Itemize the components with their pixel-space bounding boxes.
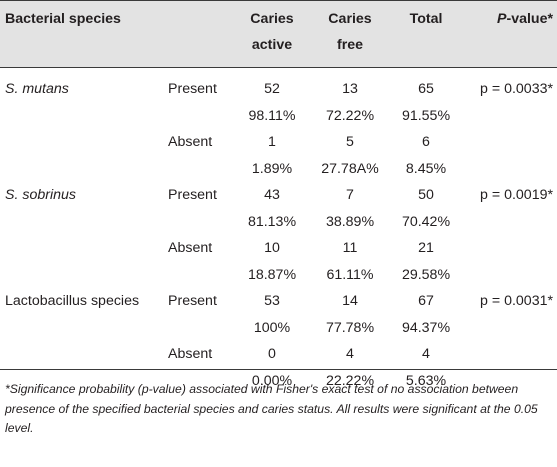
status-label: Absent (168, 240, 213, 256)
p-value-text: p = 0.0033 (480, 81, 548, 97)
status-label: Present (168, 293, 217, 309)
count-cell: 65 (418, 81, 434, 97)
header-caries-free-line1: Caries (328, 11, 372, 27)
percent-cell: 100% (253, 319, 291, 336)
count-cell: 7 (346, 187, 354, 203)
header-caries-active-line1: Caries (250, 11, 294, 27)
bottom-rule (0, 369, 557, 370)
count-cell: 5 (346, 134, 354, 150)
percent-cell: 72.22% (325, 107, 375, 124)
percent-cell: 91.55% (401, 107, 451, 124)
header-total: Total (409, 11, 443, 27)
count-cell: 4 (346, 346, 354, 362)
percent-cell: 94.37% (401, 319, 451, 336)
percent-cell: 1.89% (251, 160, 293, 177)
count-cell: 6 (422, 134, 430, 150)
percent-cell: 81.13% (247, 213, 297, 230)
header-caries-active-line2: active (251, 37, 293, 53)
p-value: p = 0.0019* (480, 187, 553, 204)
count-cell: 43 (264, 187, 280, 203)
percent-cell: 98.11% (248, 107, 296, 124)
count-cell: 50 (418, 187, 434, 203)
count-cell: 4 (422, 346, 430, 362)
p-value: p = 0.0031* (480, 293, 553, 310)
species-name: S. mutans (5, 81, 69, 97)
count-cell: 21 (418, 240, 434, 256)
header-rule (0, 67, 557, 68)
count-cell: 1 (268, 134, 276, 150)
top-rule (0, 0, 557, 1)
species-name: S. sobrinus (5, 187, 76, 203)
header-pvalue-suffix: -value* (506, 11, 553, 27)
percent-cell: 29.58% (401, 266, 451, 283)
status-label: Absent (168, 134, 213, 150)
percent-cell: 70.42% (401, 213, 451, 230)
header-pvalue-letter: P (497, 11, 507, 27)
count-cell: 13 (342, 81, 358, 97)
count-cell: 52 (264, 81, 280, 97)
header-caries-free-line2: free (336, 37, 364, 53)
percent-cell: 0.00% (251, 372, 293, 389)
percent-cell: 61.11% (326, 266, 374, 283)
percent-cell: 38.89% (325, 213, 375, 230)
count-cell: 0 (268, 346, 276, 362)
table-footnote: *Significance probability (p-value) asso… (5, 382, 538, 435)
p-value-mark: * (547, 187, 553, 203)
p-value-text: p = 0.0019 (480, 187, 548, 203)
count-cell: 10 (264, 240, 280, 256)
species-name: Lactobacillus species (5, 293, 140, 309)
p-value: p = 0.0033* (480, 81, 553, 98)
percent-cell: 27.78A% (321, 160, 379, 177)
percent-cell: 5.63% (405, 372, 447, 389)
table-header-band (0, 0, 557, 67)
header-pvalue: P-value* (497, 11, 553, 28)
p-value-mark: * (547, 81, 553, 97)
p-value-text: p = 0.0031 (480, 293, 548, 309)
count-cell: 14 (342, 293, 358, 309)
p-value-mark: * (547, 293, 553, 309)
percent-cell: 18.87% (247, 266, 297, 283)
count-cell: 53 (264, 293, 280, 309)
percent-cell: 22.22% (325, 372, 375, 389)
percent-cell: 8.45% (405, 160, 447, 177)
status-label: Present (168, 81, 217, 97)
percent-cell: 77.78% (325, 319, 375, 336)
count-cell: 11 (342, 240, 358, 256)
count-cell: 67 (418, 293, 434, 309)
header-species: Bacterial species (5, 11, 121, 27)
status-label: Present (168, 187, 217, 203)
status-label: Absent (168, 346, 213, 362)
